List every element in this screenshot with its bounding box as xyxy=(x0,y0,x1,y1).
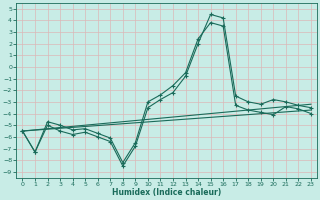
X-axis label: Humidex (Indice chaleur): Humidex (Indice chaleur) xyxy=(112,188,221,197)
